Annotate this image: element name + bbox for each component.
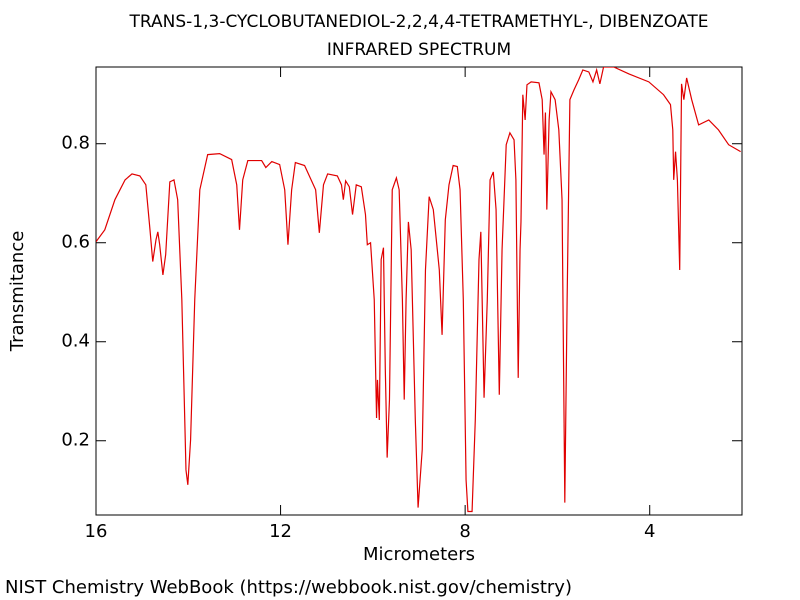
y-tick-label: 0.4 [61, 331, 90, 352]
x-tick-label: 12 [269, 521, 292, 542]
chart-subtitle: INFRARED SPECTRUM [327, 40, 511, 60]
y-axis-label: Transmitance [7, 231, 28, 353]
y-tick-label: 0.8 [61, 133, 90, 154]
plot-frame [95, 66, 743, 516]
source-note: NIST Chemistry WebBook (https://webbook.… [5, 577, 572, 598]
x-tick-label: 8 [459, 521, 470, 542]
y-tick-label: 0.6 [61, 232, 90, 253]
y-tick-label: 0.2 [61, 430, 90, 451]
x-axis-label: Micrometers [363, 544, 475, 565]
x-tick-label: 4 [644, 521, 655, 542]
chart-title: TRANS-1,3-CYCLOBUTANEDIOL-2,2,4,4-TETRAM… [129, 12, 709, 32]
spectrum-line [96, 67, 741, 513]
x-tick-label: 16 [85, 521, 108, 542]
